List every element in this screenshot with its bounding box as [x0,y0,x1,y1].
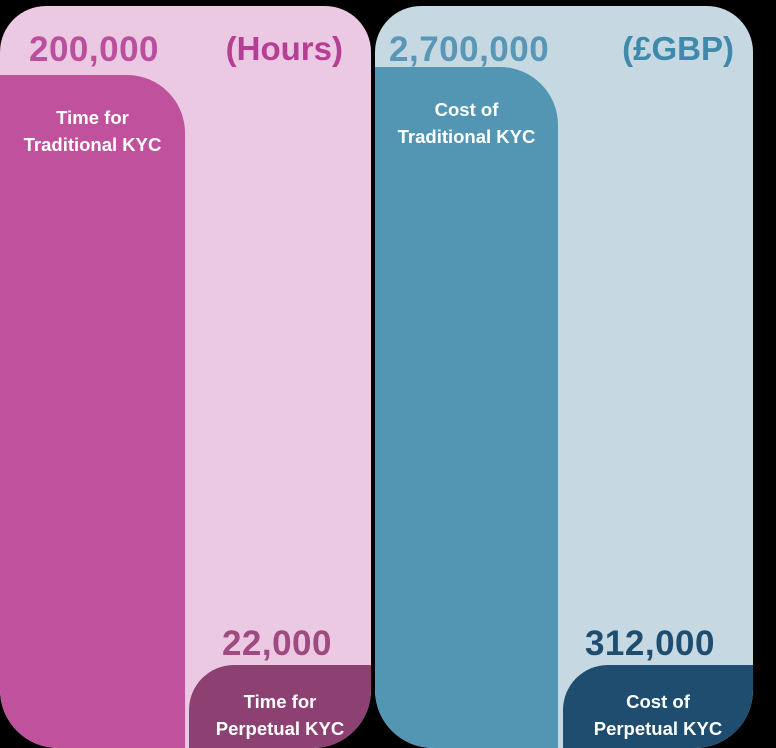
traditional-time-bar-label-line1: Time for [56,107,129,128]
perpetual-time-value: 22,000 [221,624,332,663]
traditional-cost-value: 2,700,000 [389,30,550,69]
perpetual-cost-value: 312,000 [584,624,715,663]
perpetual-time-bar-label-line1: Time for [243,691,317,712]
hours-unit-label: (Hours) [225,30,343,67]
hours-panel: 200,000 (Hours) Time for Traditional KYC… [0,6,371,748]
traditional-time-bar-label-line2: Traditional KYC [23,134,162,155]
perpetual-time-bar-label-line2: Perpetual KYC [215,718,345,739]
traditional-time-bar: Time for Traditional KYC [0,75,185,748]
traditional-cost-bar-label: Cost of Traditional KYC [375,96,558,150]
traditional-cost-bar-label-line1: Cost of [434,99,499,120]
perpetual-cost-bar-label-line2: Perpetual KYC [593,718,723,739]
cost-panel: 2,700,000 (£GBP) Cost of Traditional KYC… [375,6,753,748]
perpetual-time-bar: Time for Perpetual KYC [189,665,371,748]
traditional-cost-bar-label-line2: Traditional KYC [397,126,536,147]
traditional-time-value: 200,000 [29,30,160,69]
perpetual-cost-bar-label: Cost of Perpetual KYC [563,688,753,742]
traditional-cost-bar: Cost of Traditional KYC [375,67,558,748]
traditional-time-bar-label: Time for Traditional KYC [0,104,185,158]
gbp-unit-label: (£GBP) [622,30,734,67]
perpetual-cost-bar: Cost of Perpetual KYC [563,665,753,748]
perpetual-cost-bar-label-line1: Cost of [626,691,690,712]
perpetual-time-bar-label: Time for Perpetual KYC [189,688,371,742]
